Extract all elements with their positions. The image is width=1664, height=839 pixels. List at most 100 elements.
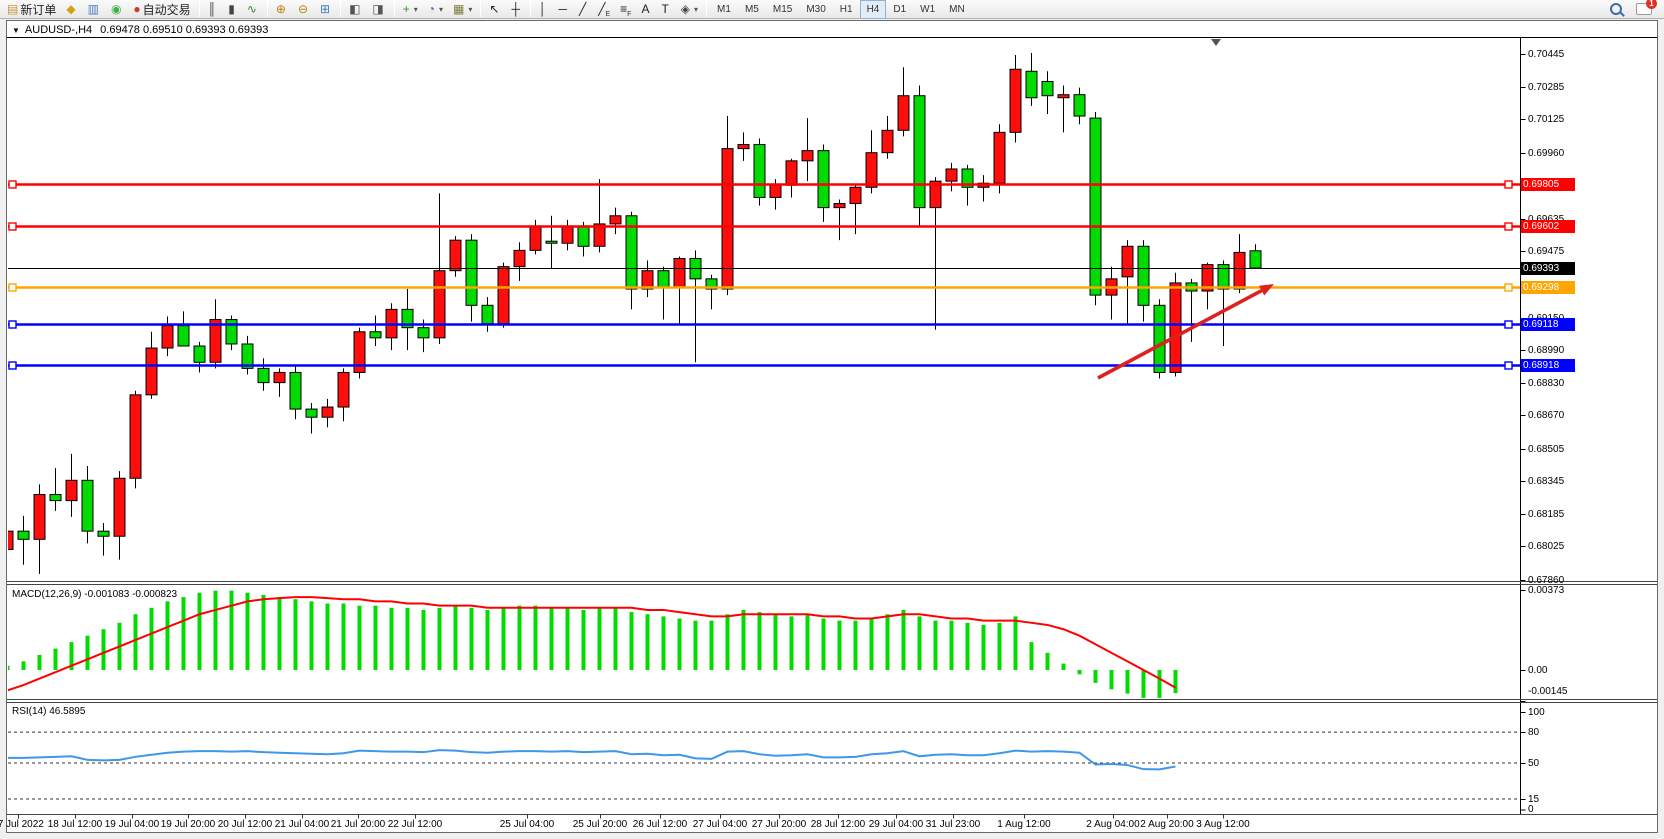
add-indicator-icon[interactable]: + ▾ [398,0,423,19]
bar-chart-icon[interactable]: ║ [203,0,224,19]
price-axis-label: 0.68185 [1528,508,1565,520]
crosshair-icon[interactable]: ┼ [506,0,527,19]
arrows-icon: ◈ [680,1,691,16]
zoom-in-icon[interactable]: ⊕ [271,0,293,19]
pivot-line-orange-handle[interactable] [8,283,17,292]
add-indicator-icon-caret: ▾ [413,4,418,14]
timeframe-button-w1[interactable]: W1 [920,4,936,15]
time-axis-label: 27 Jul 20:00 [751,819,807,830]
support-line-upper-handle[interactable] [1504,320,1513,329]
main-chart-area[interactable] [2,52,1520,574]
new-order-button: ▤ [7,1,19,16]
macd-axis-label: 0.00373 [1528,584,1565,596]
crosshair-icon: ┼ [511,1,520,16]
candle-bullish [929,177,942,330]
candlestick-chart-icon[interactable]: ▮ [223,0,242,19]
auto-trading-button[interactable]: ● 自动交易 [128,0,195,19]
support-line-lower-price-tag: 0.68918 [1521,359,1575,372]
candle-bearish [625,211,638,310]
timeframe-button-m30[interactable]: M30 [806,4,826,15]
resistance-line-upper-handle[interactable] [1504,180,1513,189]
chart-ohlc-values: 0.69478 0.69510 0.69393 0.69393 [100,24,269,36]
candle-bullish [865,130,878,194]
rsi-panel-label: RSI(14) 46.5895 [12,706,85,717]
window-bottom-strip [0,833,1664,839]
price-axis-label: 0.70125 [1528,113,1565,125]
trendline-icon[interactable]: ╱ [574,0,593,19]
macd-panel[interactable] [6,590,1178,698]
tile-windows-icon[interactable]: ⊞ [315,0,337,19]
pivot-line-orange-handle[interactable] [1504,283,1513,292]
candle-bearish [305,402,318,434]
macd-signal-line [8,596,1176,692]
support-line-upper-handle[interactable] [8,320,17,329]
trend-arrow[interactable] [1097,284,1274,380]
shift-chart-right-icon[interactable]: ◨ [367,0,390,19]
time-axis-label: 31 Jul 23:00 [925,819,981,830]
candle-bearish [289,366,302,420]
timeframe-button-mn[interactable]: MN [949,4,965,15]
toolbar-buttons: ▤ 新订单 ◆ ▥ ◉ ● 自动交易 ║ ▮ ∿ ⊕ ⊖ ⊞ ◧ ◨ + ▾ ◔ ▾ ▦ ▾ ↖ ┼ │ ─ ╱ ╱ E ≡ F A T ◈ ▾ [2,0,710,19]
toolbar-separator [706,0,708,17]
signals-icon: ◉ [110,1,122,16]
new-order-button[interactable]: ▤ 新订单 [2,0,61,19]
candle-bearish [465,234,478,322]
text-label-icon[interactable]: T [656,0,675,19]
rsi-panel[interactable] [8,731,1521,800]
resistance-line-lower-handle[interactable] [1504,222,1513,231]
fibonacci-icon-sub: F [627,10,632,18]
horizontal-line-icon[interactable]: ─ [553,0,574,19]
support-line-lower-handle[interactable] [8,361,17,370]
candle-bullish [561,219,574,251]
market-watch-icon[interactable]: ▥ [83,0,106,19]
resistance-line-upper-handle[interactable] [8,180,17,189]
candle-bullish [673,256,686,324]
signals-icon[interactable]: ◉ [106,0,128,19]
time-axis-label: 27 Jul 04:00 [692,819,748,830]
equidistant-channel-icon: ╱ [598,1,606,16]
candle-bullish [593,179,606,253]
timeframe-button-h1[interactable]: H1 [839,4,853,15]
macd-axis-label: 0.00 [1528,664,1548,676]
macd-panel-label: MACD(12,26,9) -0.001083 -0.000823 [12,589,177,600]
chart-shift-marker[interactable] [1211,39,1221,46]
shift-chart-left-icon[interactable]: ◧ [344,0,367,19]
zoom-out-icon[interactable]: ⊖ [293,0,315,19]
price-axis-label: 0.68830 [1528,377,1565,389]
vertical-line-icon[interactable]: │ [534,0,554,19]
line-chart-icon: ∿ [246,1,257,16]
notifications-icon[interactable]: 1 [1636,0,1657,15]
equidistant-channel-icon[interactable]: ╱ E [593,0,615,19]
fibonacci-icon[interactable]: ≡ F [615,0,636,19]
resistance-line-lower-handle[interactable] [8,222,17,231]
macd-values: -0.001083 -0.000823 [84,589,178,600]
timeframe-button-m15[interactable]: M15 [772,4,793,15]
arrows-icon[interactable]: ◈ ▾ [676,0,703,19]
zoom-in-icon: ⊕ [275,1,286,16]
time-axis-label: 21 Jul 04:00 [274,819,330,830]
period-clock-icon[interactable]: ◔ ▾ [423,0,448,19]
text-icon[interactable]: A [636,0,656,19]
template-icon[interactable]: ▦ ▾ [448,0,477,19]
cursor-icon[interactable]: ↖ [484,0,506,19]
candle-bullish [609,207,622,235]
support-line-lower-handle[interactable] [1504,361,1513,370]
bar-chart-icon: ║ [207,1,217,16]
candle-bearish [17,515,30,565]
candle-bullish [161,316,174,357]
search-icon[interactable] [1610,3,1622,15]
candle-bullish [497,262,510,328]
timeframe-button-m5[interactable]: M5 [744,4,759,15]
symbol-dropdown-icon[interactable]: ▼ [12,26,20,35]
line-chart-icon[interactable]: ∿ [242,0,264,19]
timeframe-button-h4[interactable]: H4 [859,0,887,19]
candle-bullish [1201,262,1214,310]
bid-price-line-price-tag: 0.69393 [1521,262,1575,275]
gold-icon[interactable]: ◆ [61,0,82,19]
timeframe-button-d1[interactable]: D1 [893,4,907,15]
macd-name: MACD(12,26,9) [12,589,82,600]
timeframe-button-m1[interactable]: M1 [717,4,731,15]
period-clock-icon-caret: ▾ [439,4,444,14]
candle-bearish [1089,111,1102,306]
